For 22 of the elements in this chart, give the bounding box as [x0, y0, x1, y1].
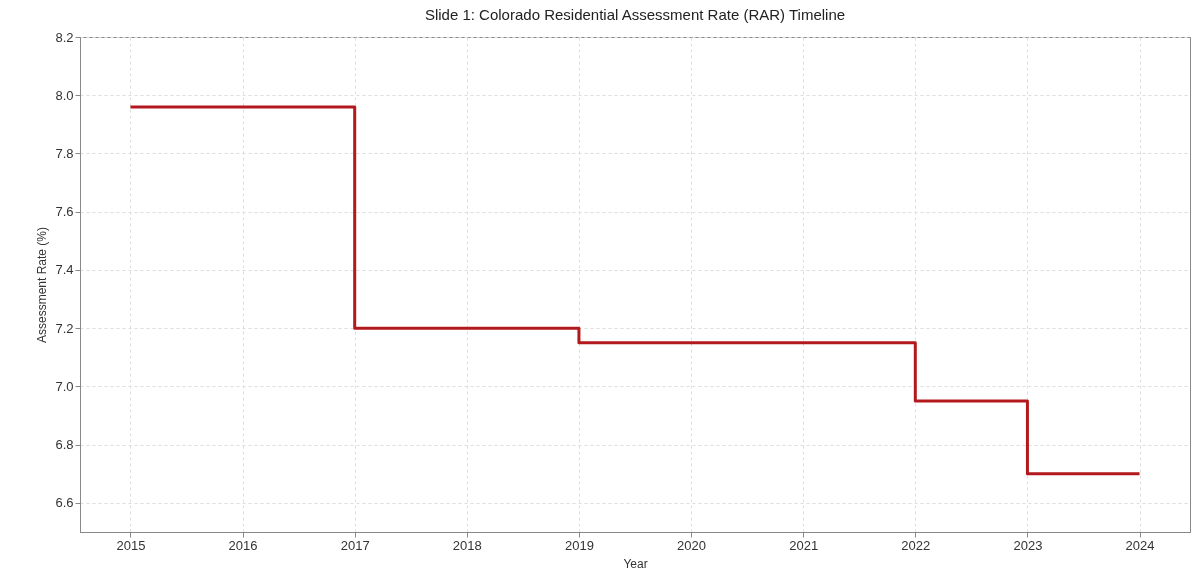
- y-tick-label: 8.0: [55, 87, 74, 103]
- x-tick-label: 2019: [564, 537, 594, 553]
- x-tick-label: 2016: [228, 537, 258, 553]
- x-tick-label: 2024: [1125, 537, 1155, 553]
- y-tick-label: 8.2: [55, 29, 74, 45]
- x-tick-label: 2022: [901, 537, 931, 553]
- x-tick-label: 2023: [1013, 537, 1043, 553]
- y-tick-label: 7.6: [55, 204, 74, 220]
- x-tick-label: 2020: [677, 537, 707, 553]
- chart-title: Slide 1: Colorado Residential Assessment Rate (RAR) Timeline: [424, 6, 846, 23]
- y-tick-label: 7.2: [55, 320, 74, 336]
- x-tick-label: 2021: [789, 537, 819, 553]
- y-tick-label: 6.8: [55, 437, 74, 453]
- y-tick-label: 7.0: [55, 378, 74, 394]
- x-tick-label: 2015: [116, 537, 146, 553]
- x-axis-title: Year: [623, 556, 648, 571]
- y-axis-title: Assessment Rate (%): [35, 226, 50, 344]
- y-tick-label: 7.4: [55, 262, 74, 278]
- y-tick-label: 7.8: [55, 145, 74, 161]
- x-tick-label: 2018: [452, 537, 482, 553]
- x-tick-label: 2017: [340, 537, 370, 553]
- y-tick-label: 6.6: [55, 495, 74, 511]
